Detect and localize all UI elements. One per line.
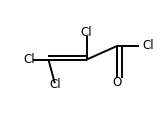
- Text: Cl: Cl: [81, 26, 92, 39]
- Text: Cl: Cl: [49, 78, 61, 91]
- Text: Cl: Cl: [23, 53, 35, 66]
- Text: Cl: Cl: [143, 39, 154, 53]
- Text: O: O: [113, 76, 122, 89]
